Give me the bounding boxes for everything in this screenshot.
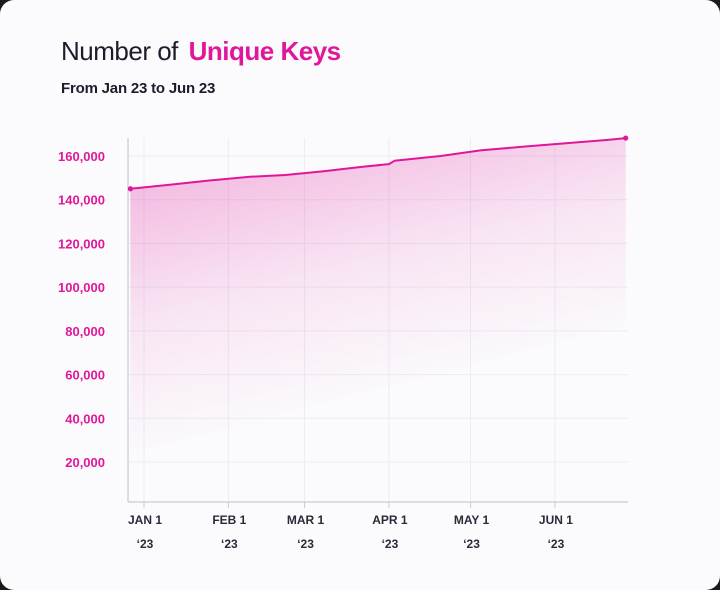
x-tick-sublabel: ‘23 [463,537,480,551]
area-fill-group [130,138,626,502]
x-tick-label: JUN 1 [539,513,573,527]
series-area-fill [130,138,626,502]
x-tick-sublabel: ‘23 [137,537,154,551]
x-tick-label: MAY 1 [454,513,490,527]
series-line-group [127,135,629,192]
y-tick-label: 60,000 [65,368,105,383]
y-tick-label: 20,000 [65,455,105,470]
x-tick-labels: JAN 1 ‘23 FEB 1 ‘23 MAR 1 ‘23 APR 1 ‘23 MAY 1 ‘23… [128,513,573,551]
y-tick-label: 140,000 [58,193,105,208]
chart-title: Number of Unique Keys [61,36,341,67]
series-end-point [623,135,629,141]
chart-title-accent: Unique Keys [188,36,342,66]
x-tick-label: MAR 1 [287,513,325,527]
y-tick-label: 160,000 [58,149,105,164]
y-tick-label: 100,000 [58,280,105,295]
chart-title-plain: Number of [61,36,178,66]
y-tick-label: 80,000 [65,324,105,339]
y-tick-labels: 20,000 40,000 60,000 80,000 100,000 120,000 14… [58,149,105,470]
y-tick-label: 40,000 [65,411,105,426]
series-line [129,137,627,190]
x-tick-sublabel: ‘23 [548,537,565,551]
y-tick-label: 120,000 [58,236,105,251]
x-tick-sublabel: ‘23 [221,537,238,551]
x-tick-label: APR 1 [372,513,408,527]
series-start-point [127,186,133,192]
x-tick-label: JAN 1 [128,513,162,527]
x-tick-sublabel: ‘23 [382,537,399,551]
axes [127,138,628,508]
chart-subtitle: From Jan 23 to Jun 23 [61,80,216,97]
x-tick-sublabel: ‘23 [297,537,314,551]
x-tick-label: FEB 1 [212,513,246,527]
